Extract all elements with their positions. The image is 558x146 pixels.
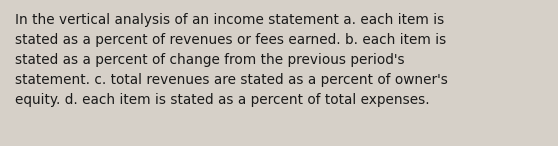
Text: In the vertical analysis of an income statement a. each item is
stated as a perc: In the vertical analysis of an income st… <box>15 13 448 107</box>
